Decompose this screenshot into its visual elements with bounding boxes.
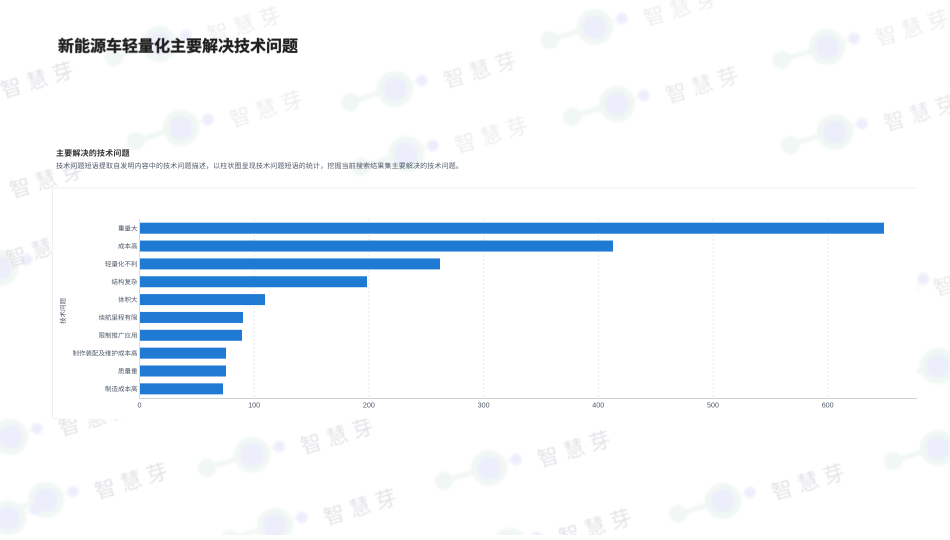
svg-text:0: 0	[138, 401, 142, 410]
svg-text:500: 500	[707, 401, 719, 410]
svg-text:300: 300	[478, 401, 490, 410]
svg-text:200: 200	[363, 401, 375, 410]
svg-text:100: 100	[248, 401, 260, 410]
svg-text:600: 600	[822, 401, 834, 410]
svg-text:400: 400	[592, 401, 604, 410]
